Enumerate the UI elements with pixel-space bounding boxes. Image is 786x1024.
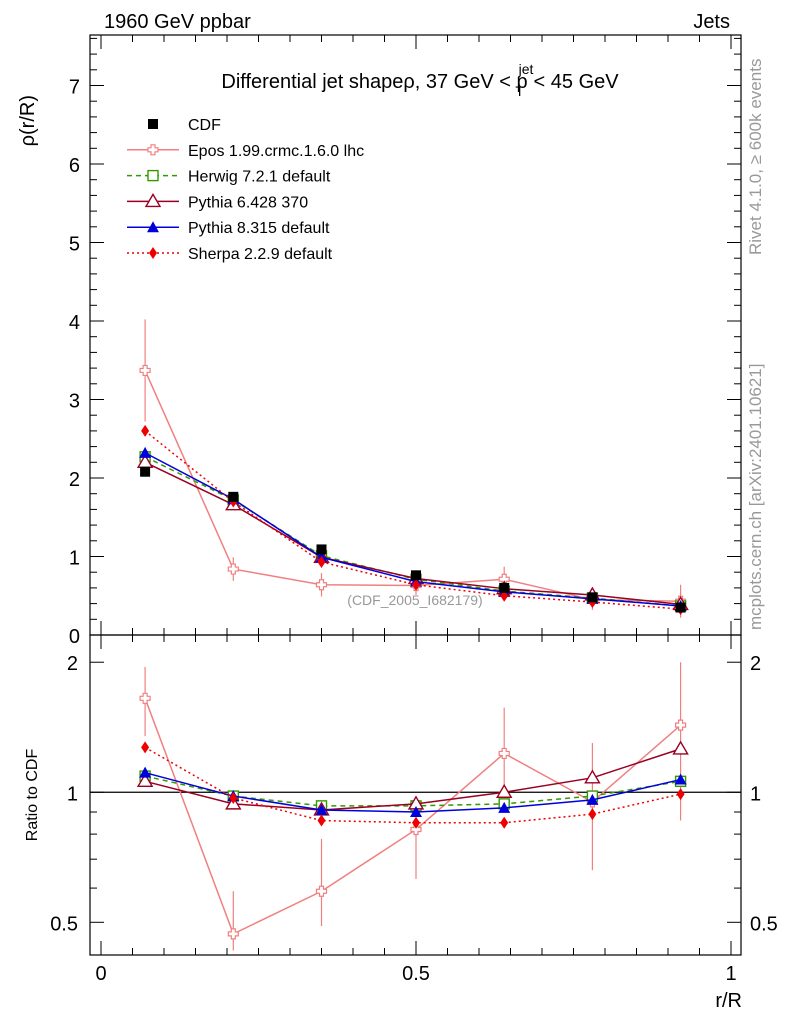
main-axis-ticks: 0 1 2 3 4 5 6 7 — [69, 35, 741, 648]
data-point — [141, 424, 150, 437]
legend-label: Herwig 7.2.1 default — [188, 169, 331, 186]
ratio-point — [315, 803, 328, 815]
ratio-point — [495, 783, 513, 798]
jets-label: Jets — [693, 11, 730, 33]
y-tick-label: 5 — [69, 234, 80, 256]
legend: CDF Epos 1.99.crmc.1.6.0 lhc Herwig 7.2.1 … — [127, 117, 364, 263]
ratio-point — [675, 719, 687, 731]
legend-label: Pythia 8.315 default — [188, 220, 330, 237]
x-tick-label: 0.5 — [402, 963, 430, 985]
data-point — [139, 446, 152, 458]
y-tick-label: 0 — [69, 626, 80, 648]
cdf-data-point — [140, 466, 151, 477]
ratio-series-group — [136, 662, 689, 951]
cdf-data-point — [499, 582, 510, 593]
data-point — [317, 555, 326, 568]
cdf-data-point — [316, 544, 327, 555]
title-prefix: Differential jet shapeρ, 37 GeV < p — [221, 71, 527, 93]
cdf-data-point — [411, 570, 421, 581]
legend-label: Pythia 6.428 370 — [188, 194, 308, 211]
title-suffix: < 45 GeV — [528, 71, 619, 93]
data-point — [315, 579, 328, 591]
x-tick-label: 0 — [95, 963, 106, 985]
legend-marker — [147, 144, 159, 156]
ratio-point — [412, 816, 420, 829]
mcplots-note: mcplots.cern.ch [arXiv:2401.10621] — [746, 364, 765, 630]
ratio-point — [227, 928, 239, 940]
legend-marker — [147, 169, 159, 182]
data-point — [412, 578, 420, 591]
legend-marker — [147, 221, 159, 233]
legend-marker — [144, 193, 162, 208]
legend-item: Herwig 7.2.1 default — [127, 169, 331, 186]
series-line — [144, 370, 681, 602]
legend-item: Pythia 8.315 default — [127, 220, 330, 237]
ratio-point — [676, 788, 685, 801]
ratio-frame — [89, 634, 742, 956]
legend-item: Pythia 6.428 370 — [127, 193, 308, 211]
cdf-data-point — [228, 491, 239, 502]
ratio-point — [674, 773, 687, 785]
ratio-y-tick-label-right: 1 — [750, 783, 761, 805]
ratio-axis-ticks: 0.5 0.5 1 1 2 2 0 0.5 1 — [50, 635, 778, 985]
data-point — [227, 563, 239, 575]
ratio-point — [586, 793, 599, 805]
analysis-watermark: (CDF_2005_I682179) — [347, 592, 482, 608]
legend-label: Epos 1.99.crmc.1.6.0 lhc — [188, 143, 364, 160]
ratio-point — [141, 741, 150, 754]
ratio-series-Sherpa 2.2.9 default — [141, 741, 685, 829]
ratio-ylabel: Ratio to CDF — [24, 749, 41, 842]
ratio-y-tick-label-right: 0.5 — [750, 913, 778, 935]
x-axis-label: r/R — [715, 990, 742, 1012]
legend-item: Sherpa 2.2.9 default — [127, 246, 333, 263]
ratio-point — [317, 814, 326, 827]
ratio-point — [410, 806, 422, 818]
rivet-note: Rivet 4.1.0, ≥ 600k events — [746, 59, 765, 255]
plot-title: Differential jet shapeρ, 37 GeV < pjet T … — [221, 61, 619, 99]
legend-marker — [148, 119, 158, 129]
ratio-point — [588, 808, 597, 821]
data-point — [139, 364, 151, 377]
energy-label: 1960 GeV ppbar — [104, 11, 251, 33]
ratio-point — [139, 692, 151, 704]
x-tick-label: 1 — [725, 963, 736, 985]
ratio-point — [229, 791, 238, 804]
ratio-point — [410, 823, 422, 836]
main-series-group — [136, 319, 689, 618]
ratio-y-tick-label: 1 — [67, 783, 78, 805]
ratio-point — [139, 766, 152, 778]
ratio-y-tick-label: 2 — [67, 653, 78, 675]
y-tick-label: 6 — [69, 155, 80, 177]
y-tick-label: 2 — [69, 469, 80, 491]
y-tick-label: 1 — [69, 548, 80, 570]
ratio-point — [584, 769, 601, 784]
ratio-point — [498, 801, 511, 813]
ratio-point — [500, 816, 509, 829]
y-tick-label: 4 — [69, 312, 80, 334]
ratio-y-tick-label-right: 2 — [750, 653, 761, 675]
legend-marker — [149, 247, 157, 259]
series-Pythia 8.315 default — [139, 446, 687, 611]
ratio-point — [315, 885, 328, 897]
ratio-y-tick-label: 0.5 — [50, 913, 78, 935]
y-tick-label: 3 — [69, 391, 80, 413]
legend-label: CDF — [188, 117, 221, 134]
ratio-series-Pythia 6.428 370 — [136, 740, 689, 816]
y-tick-label: 7 — [69, 77, 80, 99]
ratio-point — [498, 747, 510, 760]
title-sup: jet — [518, 61, 534, 77]
main-ylabel: ρ(r/R) — [17, 95, 39, 146]
ratio-point — [672, 740, 689, 755]
cdf-data-point — [587, 592, 598, 603]
legend-label: Sherpa 2.2.9 default — [188, 246, 333, 263]
title-sub: T — [515, 83, 524, 99]
cdf-data-point — [675, 602, 686, 613]
legend-item: Epos 1.99.crmc.1.6.0 lhc — [127, 143, 364, 160]
ratio-point — [136, 772, 154, 788]
legend-item: CDF — [148, 117, 221, 134]
